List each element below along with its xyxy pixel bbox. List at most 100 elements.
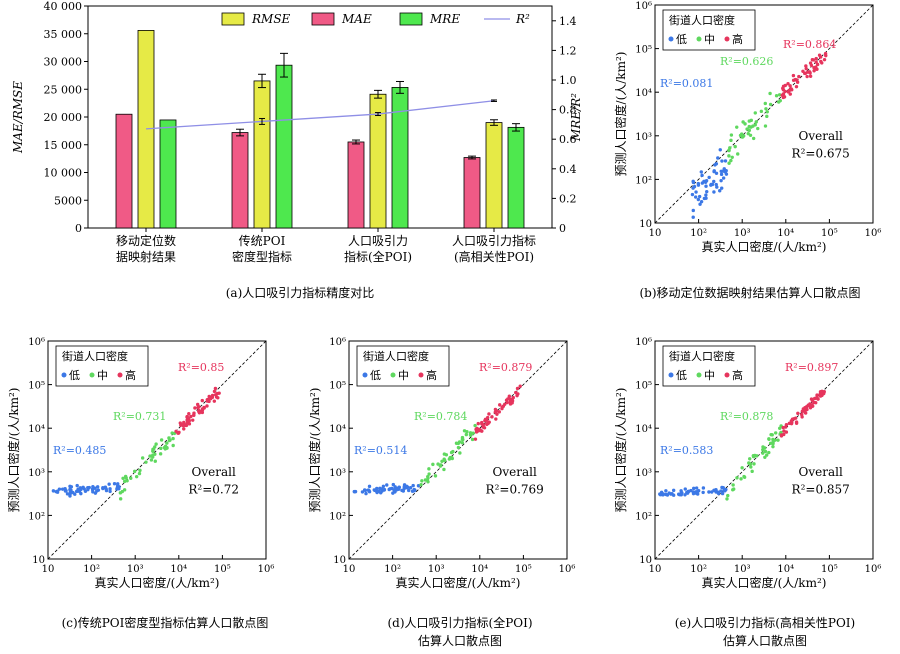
- point-mid: [751, 136, 756, 141]
- y-tick-label: 10: [639, 219, 652, 230]
- point-low: [690, 192, 695, 197]
- y-axis-label-right: MRE/R²: [569, 93, 583, 142]
- point-high: [480, 422, 484, 426]
- point-low: [367, 484, 372, 489]
- y-tick-label: 10⁶: [635, 1, 652, 12]
- point-mid: [731, 483, 735, 487]
- plot-frame-a: [87, 5, 553, 229]
- legend-label: RMSE: [251, 12, 291, 26]
- point-high: [507, 394, 512, 398]
- point-mid: [741, 120, 745, 124]
- point-mid: [132, 469, 137, 474]
- point-mid: [733, 144, 737, 149]
- point-low: [704, 193, 708, 197]
- point-high: [202, 406, 206, 410]
- point-high: [487, 412, 491, 416]
- point-high: [805, 74, 809, 79]
- point-high: [212, 399, 217, 403]
- legend-title: 街道人口密度: [669, 349, 735, 363]
- point-high: [810, 58, 815, 62]
- point-low: [364, 491, 368, 496]
- point-mid: [728, 146, 732, 150]
- point-mid: [431, 462, 435, 467]
- category-label: 人口吸引力指标: [452, 233, 536, 248]
- y-tick-label: 10²: [329, 511, 346, 522]
- y-tick-label: 10⁵: [329, 381, 346, 392]
- point-mid: [738, 133, 743, 138]
- point-low: [375, 490, 379, 495]
- point-mid: [778, 98, 782, 103]
- point-high: [216, 396, 220, 400]
- bar-mae: [115, 113, 133, 229]
- point-high: [187, 422, 192, 426]
- point-low: [93, 491, 98, 495]
- point-mid: [753, 111, 757, 115]
- overall-label: Overall: [493, 465, 537, 479]
- point-low: [91, 485, 95, 489]
- point-mid: [473, 423, 477, 428]
- x-tick-label: 10: [649, 228, 662, 239]
- point-high: [803, 410, 807, 415]
- legend-item-label: 高: [125, 368, 136, 382]
- x-tick-label: 10⁵: [821, 564, 838, 575]
- point-low: [381, 484, 386, 489]
- point-high: [779, 433, 784, 437]
- point-high: [783, 89, 787, 94]
- point-high: [794, 421, 799, 425]
- point-high: [812, 69, 816, 73]
- bar-mre: [275, 64, 293, 229]
- point-low: [108, 487, 112, 491]
- point-low: [699, 170, 703, 174]
- point-high: [819, 59, 823, 64]
- legend-item-label: 中: [704, 33, 715, 46]
- point-high: [498, 403, 502, 407]
- point-mid: [751, 453, 756, 458]
- point-mid: [468, 433, 473, 437]
- legend-dot: [668, 372, 674, 378]
- point-mid: [763, 449, 768, 454]
- x-tick-label: 10⁴: [777, 564, 794, 575]
- caption-a: (a)人口吸引力指标精度对比: [225, 286, 375, 300]
- point-high: [205, 399, 210, 403]
- y-tick-label: 10: [32, 555, 45, 566]
- legend-item-label: 高: [732, 32, 743, 46]
- point-mid: [729, 133, 734, 137]
- identity-line: [47, 340, 267, 560]
- point-mid: [768, 91, 772, 96]
- point-mid: [767, 437, 771, 441]
- right-tick-label: 0.8: [559, 104, 577, 117]
- point-high: [192, 413, 196, 417]
- left-tick-label: 10 000: [44, 167, 83, 180]
- point-low: [664, 489, 668, 493]
- point-low: [65, 492, 70, 496]
- point-low: [101, 486, 105, 490]
- point-mid: [777, 93, 782, 97]
- x-axis-label: 真实人口密度/(人/km²): [95, 575, 220, 590]
- left-tick-label: 30 000: [44, 56, 83, 69]
- legend-title: 街道人口密度: [363, 349, 429, 363]
- legend-dot: [117, 372, 123, 378]
- x-tick-label: 10⁵: [214, 564, 231, 575]
- y-tick-label: 10⁴: [635, 424, 652, 435]
- point-high: [818, 55, 823, 59]
- point-low: [691, 208, 695, 213]
- legend-label: MAE: [341, 12, 372, 26]
- point-low: [705, 189, 709, 194]
- legend-item-label: 低: [370, 369, 381, 382]
- point-mid: [457, 440, 462, 444]
- point-low: [112, 482, 117, 486]
- y-tick-label: 10²: [635, 511, 652, 522]
- point-mid: [756, 126, 760, 131]
- point-high: [485, 418, 489, 422]
- point-mid: [747, 124, 751, 129]
- x-tick-label: 10³: [734, 228, 751, 239]
- point-mid: [138, 468, 142, 473]
- point-mid: [730, 155, 734, 159]
- point-low: [712, 169, 716, 173]
- point-mid: [162, 445, 167, 450]
- point-mid: [151, 447, 156, 451]
- identity-line: [654, 340, 874, 560]
- point-high: [187, 419, 192, 423]
- y-axis-label: 预测人口密度/(人/km²): [6, 388, 21, 513]
- r2-high-label: R²=0.85: [178, 361, 224, 374]
